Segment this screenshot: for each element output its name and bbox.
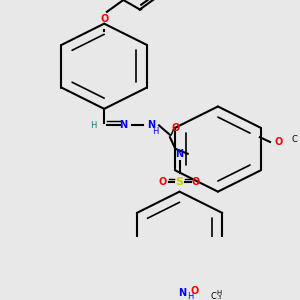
Text: O: O — [274, 137, 282, 147]
Text: H: H — [187, 292, 194, 300]
Text: N: N — [147, 120, 155, 130]
Text: H: H — [217, 290, 222, 296]
Text: S: S — [176, 177, 184, 187]
Text: O: O — [100, 14, 108, 24]
Text: H: H — [299, 134, 300, 140]
Text: O: O — [171, 123, 180, 133]
Text: H: H — [152, 127, 158, 136]
Text: O: O — [190, 286, 199, 296]
Text: O: O — [159, 177, 167, 187]
Text: H: H — [90, 121, 96, 130]
Text: N: N — [119, 120, 128, 130]
Text: N: N — [176, 149, 184, 159]
Text: N: N — [178, 288, 186, 298]
Text: C: C — [211, 292, 217, 300]
Text: O: O — [192, 177, 200, 187]
Text: 3: 3 — [218, 295, 221, 300]
Text: C: C — [292, 135, 298, 144]
